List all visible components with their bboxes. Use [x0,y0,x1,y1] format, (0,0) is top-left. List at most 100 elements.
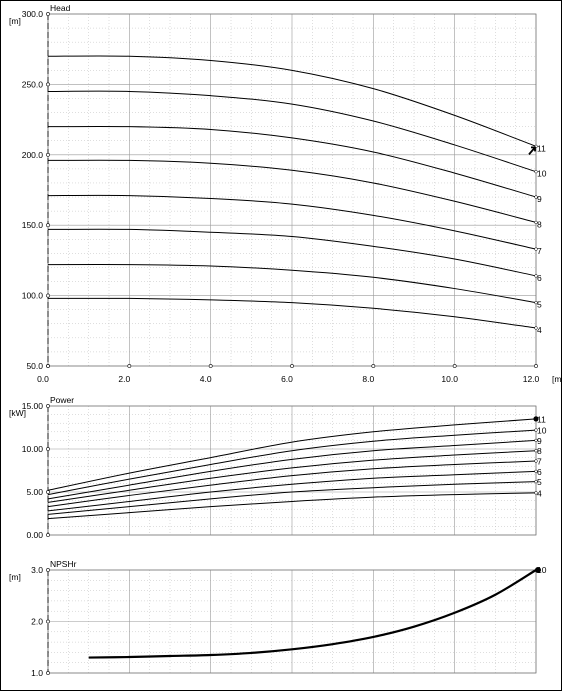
chart-1-series-9-label: 9 [537,436,542,446]
chart-2-y-tick-marker [46,568,50,572]
chart-0-series-7-label: 7 [537,246,542,256]
chart-1-series-5-end-marker [534,480,538,484]
chart-0-x-tick-marker [534,364,538,368]
chart-1-y-tick-label: 0.00 [26,530,43,540]
chart-0-series-5-end-marker [534,300,538,305]
chart-0-x-tick-label: 6.0 [281,374,293,384]
chart-0-series-10-line [47,90,537,173]
chart-1-series-8-label: 8 [537,446,542,456]
chart-0-x-tick-marker [452,364,457,368]
chart-0-series-7-line [47,194,537,250]
chart-2-y-tick-marker [46,671,50,675]
chart-2-series-10-label: 10 [537,565,547,575]
chart-1-y-tick-marker [46,404,50,408]
chart-0-y-unit: [m] [9,16,21,26]
chart-1-series-10-label: 10 [537,426,547,436]
chart-1-series-7-line [47,460,537,508]
chart-0-series-9-line [47,125,537,198]
chart-0-x-tick-label: 10.0 [441,374,458,384]
chart-0-series-6-label: 6 [537,273,542,283]
chart-1-series-9-line [47,439,537,500]
chart-1-series-8-end-marker [534,449,538,453]
chart-0-y-tick-label: 50.0 [26,361,43,371]
chart-0-series-8-line [47,159,537,223]
chart-0-series-11-line [47,55,537,147]
chart-0-title: Head [50,3,71,13]
chart-0-y-tick-label: 150.0 [22,220,44,230]
chart-1-y-unit: [kW] [9,408,26,418]
chart-1-series-6-line [47,470,537,512]
series-layer [47,55,541,659]
chart-0-y-tick-label: 100.0 [22,291,44,301]
chart-0-series-7-end-marker [534,247,538,251]
chart-0-series-11-label: 11 [537,143,546,153]
chart-0-y-tick-marker [46,152,50,157]
chart-0-series-9-label: 9 [537,194,542,204]
chart-0-y-tick-label: 300.0 [22,9,44,19]
chart-1-series-4-line [47,492,537,520]
chart-0-x-tick-marker [46,364,50,368]
chart-0-y-tick-label: 200.0 [22,150,44,160]
chart-1-series-8-line [47,450,537,503]
chart-1-y-tick-label: 5.00 [26,487,43,497]
chart-1-top-end-dot [533,416,539,422]
chart-2-title: NPSHr [50,559,77,569]
chart-0-x-tick-label: 12.0 [523,374,540,384]
chart-0-y-tick-label: 250.0 [22,79,44,89]
chart-0-y-tick-marker [46,82,50,87]
chart-2-y-tick-marker [46,619,50,624]
chart-0-end-arrow [528,146,536,155]
chart-0-series-8-end-marker [534,220,538,225]
chart-2-y-tick-label: 3.0 [31,565,43,575]
chart-0-series-6-line [47,228,537,277]
chart-1-series-10-end-marker [534,428,538,432]
chart-1-series-5-label: 5 [537,477,542,487]
chart-1-series-6-label: 6 [537,467,542,477]
chart-2-series-10-end-marker [535,567,541,573]
chart-1-title: Power [50,395,74,405]
chart-0-series-8-label: 8 [537,219,542,229]
chart-0-series-5-line [47,264,537,304]
chart-1-series-11-label: 11 [537,414,546,424]
chart-0-series-6-end-marker [534,274,538,278]
chart-1-series-5-line [47,481,537,515]
chart-0-x-tick-label: 0.0 [37,374,49,384]
chart-0-y-tick-marker [46,293,50,298]
chart-0-x-tick-label: 2.0 [118,374,130,384]
chart-1-y-tick-marker [46,533,50,537]
chart-1-series-7-end-marker [534,459,538,463]
chart-0-series-5-label: 5 [537,300,542,310]
chart-0-x-label: [m [552,374,561,384]
chart-1-y-tick-label: 15.00 [22,401,44,411]
chart-0-series-4-line [47,297,537,329]
chart-0-x-tick-marker [371,364,376,368]
chart-0-x-tick-label: 4.0 [200,374,212,384]
chart-0-y-tick-marker [46,12,50,16]
chart-1-series-4-end-marker [534,491,538,495]
chart-0-series-10-label: 10 [537,169,547,179]
chart-1-series-7-label: 7 [537,457,542,467]
chart-1-series-9-end-marker [534,438,538,443]
chart-0-x-tick-marker [290,364,294,368]
chart-1-series-4-label: 4 [537,488,542,498]
chart-0-x-tick-marker [127,364,132,368]
chart-1-y-tick-label: 10.00 [22,444,44,454]
tick-layer: Head [m]300.0 250.0 200.0 150.0 100.0 50.0 0.0 2… [9,3,561,678]
chart-0-series-9-end-marker [534,195,538,199]
chart-2-y-tick-label: 1.0 [31,668,43,678]
chart-1-series-11-line [47,418,537,491]
chart-1-y-tick-marker [46,490,50,494]
chart-0-series-4-end-marker [534,326,538,330]
chart-0-y-tick-marker [46,223,50,228]
chart-1-series-6-end-marker [534,469,538,474]
chart-0-x-tick-label: 8.0 [362,374,374,384]
chart-2-series-10-line [88,569,537,659]
chart-0-series-4-label: 4 [537,325,542,335]
chart-0-x-tick-marker [208,364,213,368]
chart-2-y-tick-label: 2.0 [31,617,43,627]
chart-1-series-10-line [47,429,537,496]
